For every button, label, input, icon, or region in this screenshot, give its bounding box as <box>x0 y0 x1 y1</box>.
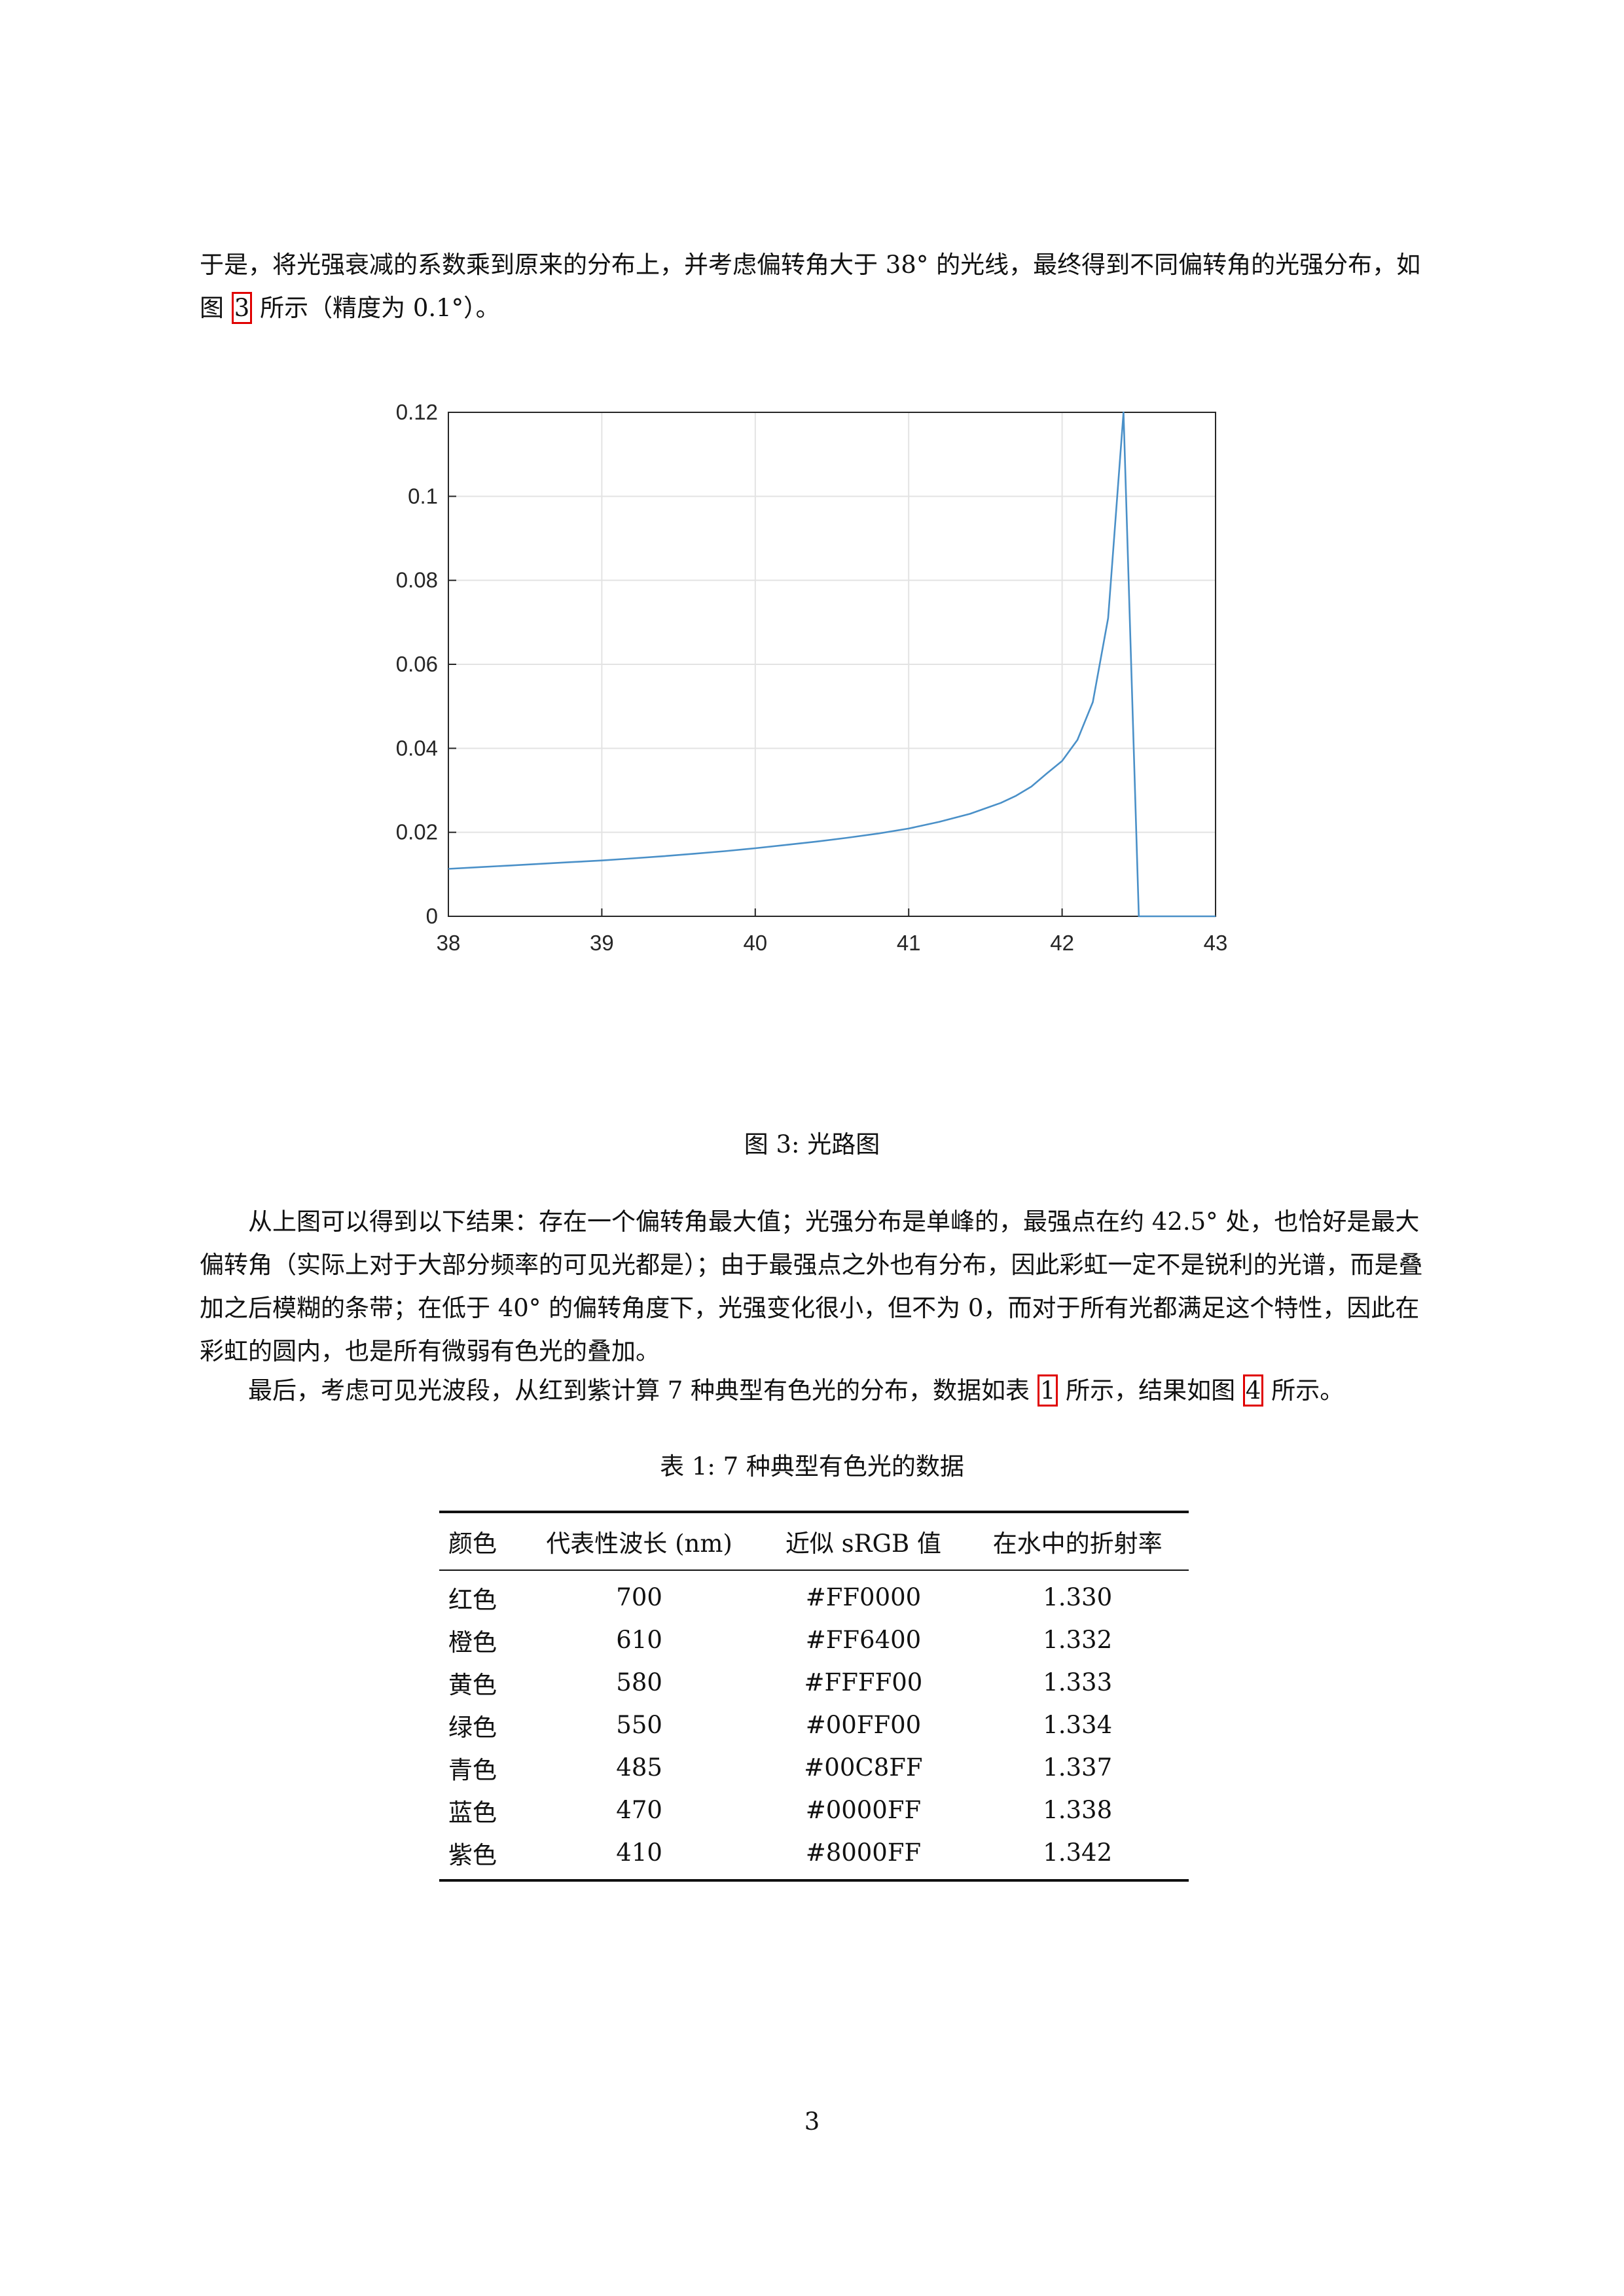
intro-paragraph: 于是，将光强衰减的系数乘到原来的分布上，并考虑偏转角大于 38° 的光线，最终得… <box>200 243 1437 330</box>
cell-wavelength: 410 <box>616 1839 662 1867</box>
y-tick-label: 0.08 <box>396 568 438 592</box>
y-tick-label: 0.1 <box>408 484 438 508</box>
cell-srgb: #0000FF <box>805 1796 922 1824</box>
y-tick-label: 0.04 <box>396 736 438 760</box>
cell-color: 橙色 <box>448 1628 497 1657</box>
table-row: 绿色 550 #00FF00 1.334 <box>439 1704 1189 1746</box>
x-tick-label: 41 <box>897 931 921 955</box>
cell-wavelength: 550 <box>616 1711 662 1739</box>
x-tick-label: 38 <box>437 931 461 955</box>
cell-refractive-index: 1.337 <box>1043 1753 1113 1782</box>
table-row: 青色 485 #00C8FF 1.337 <box>439 1746 1189 1789</box>
cell-color: 青色 <box>448 1755 497 1784</box>
x-tick-label: 39 <box>590 931 614 955</box>
header-refractive-index: 在水中的折射率 <box>966 1512 1189 1571</box>
intro-text-1: 于是，将光强衰减的系数乘到原来的分布上，并考虑偏转角大于 38° 的光线，最终得… <box>200 251 1421 322</box>
figure-3: 38 39 40 41 42 43 0 0.02 0.04 0.06 0.08 0.1 0.12 <box>327 357 1309 1109</box>
table-row: 蓝色 470 #0000FF 1.338 <box>439 1789 1189 1831</box>
figure-4-ref-link[interactable]: 4 <box>1242 1374 1264 1407</box>
table-1-ref-link[interactable]: 1 <box>1037 1374 1058 1407</box>
page-number: 3 <box>804 2108 820 2136</box>
cell-refractive-index: 1.338 <box>1043 1796 1113 1824</box>
cell-color: 蓝色 <box>448 1798 497 1827</box>
table-row: 橙色 610 #FF6400 1.332 <box>439 1619 1189 1661</box>
results-paragraph: 从上图可以得到以下结果：存在一个偏转角最大值；光强分布是单峰的，最强点在约 42… <box>200 1208 1423 1365</box>
figure-background <box>327 357 1309 1109</box>
cell-wavelength: 700 <box>616 1583 662 1611</box>
cell-color: 绿色 <box>448 1713 497 1742</box>
y-tick-label: 0.02 <box>396 820 438 844</box>
y-tick-label: 0 <box>426 904 438 928</box>
conclusion-text-1: 最后，考虑可见光波段，从红到紫计算 7 种典型有色光的分布，数据如表 <box>248 1376 1038 1405</box>
cell-wavelength: 470 <box>616 1796 662 1824</box>
cell-wavelength: 485 <box>616 1753 662 1782</box>
cell-refractive-index: 1.333 <box>1043 1668 1113 1696</box>
conclusion-text-3: 所示。 <box>1263 1376 1344 1405</box>
table-row: 红色 700 #FF0000 1.330 <box>439 1570 1189 1619</box>
cell-color: 紫色 <box>448 1840 497 1869</box>
figure-caption: 图 3: 光路图 <box>744 1130 880 1158</box>
color-data-table: 颜色 代表性波长 (nm) 近似 sRGB 值 在水中的折射率 红色 700 #… <box>439 1511 1189 1882</box>
cell-refractive-index: 1.330 <box>1043 1583 1113 1611</box>
intro-text-2: 所示（精度为 0.1°）。 <box>252 294 500 322</box>
table-row: 紫色 410 #8000FF 1.342 <box>439 1831 1189 1880</box>
chart-ticks <box>448 412 1216 917</box>
y-tick-label: 0.12 <box>396 400 438 424</box>
cell-srgb: #FF0000 <box>805 1583 922 1611</box>
x-tick-label: 40 <box>743 931 767 955</box>
cell-refractive-index: 1.332 <box>1043 1626 1113 1654</box>
y-tick-label: 0.06 <box>396 652 438 676</box>
conclusion-paragraph: 最后，考虑可见光波段，从红到紫计算 7 种典型有色光的分布，数据如表 1 所示，… <box>200 1369 1437 1412</box>
cell-refractive-index: 1.334 <box>1043 1711 1113 1739</box>
cell-refractive-index: 1.342 <box>1043 1839 1113 1867</box>
intensity-chart: 38 39 40 41 42 43 0 0.02 0.04 0.06 0.08 0.1 0.12 <box>327 357 1309 1109</box>
conclusion-text-2: 所示，结果如图 <box>1058 1376 1243 1405</box>
cell-srgb: #8000FF <box>805 1839 922 1867</box>
cell-srgb: #FF6400 <box>805 1626 922 1654</box>
header-srgb: 近似 sRGB 值 <box>760 1512 967 1571</box>
figure-3-ref-link[interactable]: 3 <box>231 292 253 324</box>
cell-color: 黄色 <box>448 1670 497 1699</box>
intensity-line <box>448 411 1216 918</box>
cell-srgb: #00FF00 <box>805 1711 922 1739</box>
y-tick-labels: 0 0.02 0.04 0.06 0.08 0.1 0.12 <box>396 400 438 928</box>
cell-srgb: #00C8FF <box>804 1753 923 1782</box>
cell-srgb: #FFFF00 <box>804 1668 923 1696</box>
header-wavelength: 代表性波长 (nm) <box>518 1512 761 1571</box>
x-tick-label: 43 <box>1204 931 1228 955</box>
header-color: 颜色 <box>439 1512 518 1571</box>
x-tick-label: 42 <box>1050 931 1074 955</box>
table-row: 黄色 580 #FFFF00 1.333 <box>439 1661 1189 1704</box>
table-caption: 表 1: 7 种典型有色光的数据 <box>660 1452 964 1480</box>
x-tick-labels: 38 39 40 41 42 43 <box>437 931 1228 955</box>
cell-wavelength: 580 <box>616 1668 662 1696</box>
table-header-row: 颜色 代表性波长 (nm) 近似 sRGB 值 在水中的折射率 <box>439 1512 1189 1571</box>
cell-wavelength: 610 <box>616 1626 662 1654</box>
cell-color: 红色 <box>448 1585 497 1614</box>
